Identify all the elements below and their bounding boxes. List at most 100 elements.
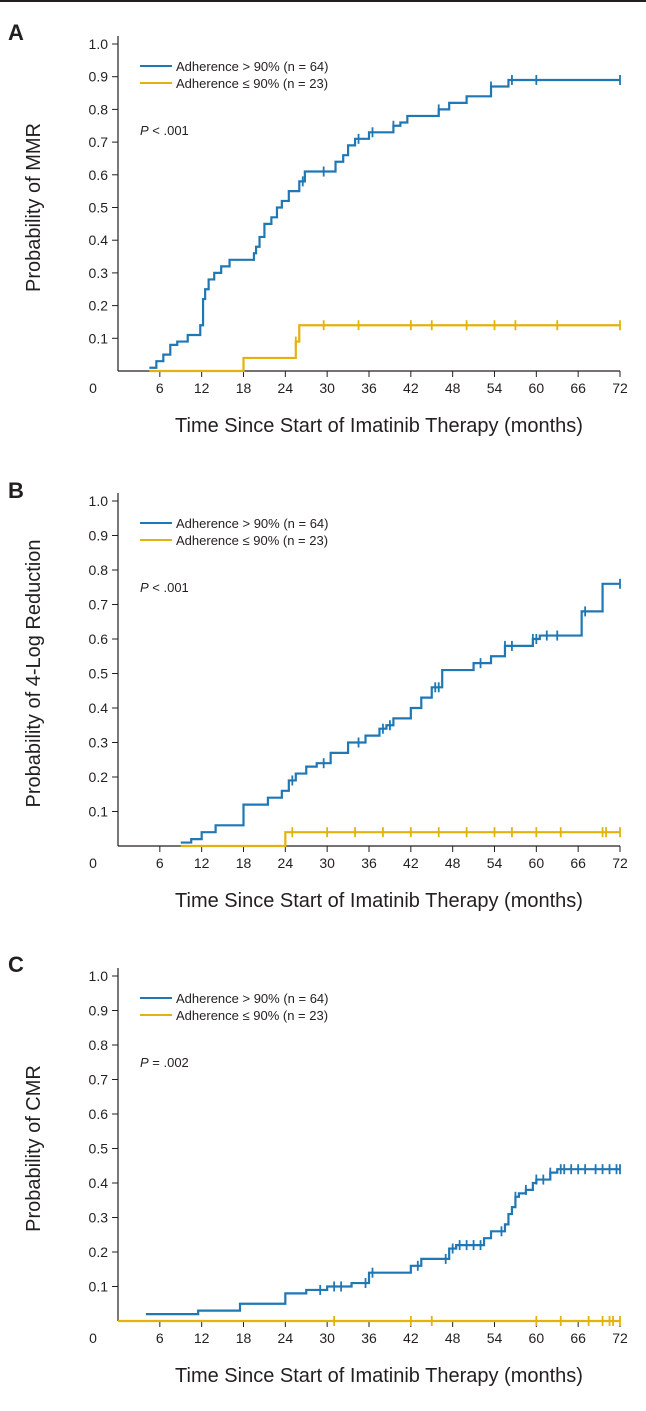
legend-label: Adherence > 90% (n = 64) xyxy=(176,516,329,531)
x-tick-label: 54 xyxy=(487,1330,503,1346)
y-tick-label: 0.5 xyxy=(89,666,109,682)
panel-b: B 1.0 0.9 0.8 0.7 0.6 0.5 0.4 0.3 0.2 0.1 0 6 12 18 24 3… xyxy=(8,478,628,912)
p-value-symbol: P xyxy=(140,123,149,138)
y-tick-label: 0.6 xyxy=(89,631,109,647)
y-axis-title: Probability of 4-Log Reduction xyxy=(23,540,45,808)
legend-label: Adherence ≤ 90% (n = 23) xyxy=(176,533,328,548)
x-tick-label: 66 xyxy=(570,855,586,871)
y-tick-label: 0.4 xyxy=(89,232,109,248)
x-tick-label: 24 xyxy=(278,380,294,396)
y-tick-label: 1.0 xyxy=(89,493,109,509)
p-value-annotation: P < .001 xyxy=(140,580,189,595)
panel-c: C 1.0 0.9 0.8 0.7 0.6 0.5 0.4 0.3 0.2 0.1 0 6 12 18 24 3… xyxy=(8,952,628,1387)
x-tick-label: 30 xyxy=(319,380,335,396)
x-tick-label: 0 xyxy=(89,1330,97,1346)
x-tick-label: 60 xyxy=(529,855,545,871)
x-tick-label: 30 xyxy=(319,855,335,871)
top-rule xyxy=(0,0,646,2)
x-axis-title: Time Since Start of Imatinib Therapy (mo… xyxy=(175,1365,583,1387)
x-tick-label: 12 xyxy=(194,380,210,396)
x-tick-label: 18 xyxy=(236,855,252,871)
x-tick-label: 24 xyxy=(278,1330,294,1346)
p-value-text: = .002 xyxy=(149,1055,189,1070)
p-value-text: < .001 xyxy=(149,580,189,595)
p-value-annotation: P < .001 xyxy=(140,123,189,138)
panel-letter: A xyxy=(8,20,24,45)
x-axis-title: Time Since Start of Imatinib Therapy (mo… xyxy=(175,415,583,437)
y-tick-label: 0.2 xyxy=(89,769,109,785)
p-value-annotation: P = .002 xyxy=(140,1055,189,1070)
y-tick-label: 0.7 xyxy=(89,1072,109,1088)
x-tick-label: 48 xyxy=(445,380,461,396)
y-tick-label: 0.5 xyxy=(89,1141,109,1157)
y-tick-label: 1.0 xyxy=(89,968,109,984)
y-tick-label: 0.2 xyxy=(89,1244,109,1260)
series-0 xyxy=(149,74,621,369)
x-tick-label: 72 xyxy=(612,1330,628,1346)
series-0 xyxy=(180,578,621,844)
x-tick-label: 54 xyxy=(487,855,503,871)
y-tick-label: 0.7 xyxy=(89,597,109,613)
y-tick-label: 0.1 xyxy=(89,1279,109,1295)
x-tick-label: 36 xyxy=(361,855,377,871)
x-tick-label: 30 xyxy=(319,1330,335,1346)
y-tick-label: 0.9 xyxy=(89,528,109,544)
x-tick-label: 6 xyxy=(156,855,164,871)
y-tick-label: 0.2 xyxy=(89,298,109,314)
series-line xyxy=(180,831,620,848)
x-tick-label: 0 xyxy=(89,380,97,396)
series-line xyxy=(149,78,620,369)
y-axis-title: Probability of MMR xyxy=(23,123,45,292)
x-tick-label: 0 xyxy=(89,855,97,871)
legend-label: Adherence ≤ 90% (n = 23) xyxy=(176,1008,328,1023)
y-tick-label: 0.3 xyxy=(89,265,109,281)
x-tick-label: 48 xyxy=(445,855,461,871)
series-line xyxy=(180,582,620,844)
y-tick-label: 0.8 xyxy=(89,562,109,578)
x-axis-title: Time Since Start of Imatinib Therapy (mo… xyxy=(175,890,583,912)
y-tick-label: 0.6 xyxy=(89,1106,109,1122)
y-tick-label: 0.9 xyxy=(89,69,109,85)
y-tick-label: 0.3 xyxy=(89,735,109,751)
x-tick-label: 54 xyxy=(487,380,503,396)
y-tick-label: 0.6 xyxy=(89,167,109,183)
p-value-symbol: P xyxy=(140,580,149,595)
x-tick-label: 12 xyxy=(194,855,210,871)
series-1 xyxy=(118,1316,621,1326)
series-1 xyxy=(149,320,621,373)
x-tick-label: 18 xyxy=(236,380,252,396)
y-tick-label: 0.1 xyxy=(89,804,109,820)
x-tick-label: 66 xyxy=(570,1330,586,1346)
x-tick-label: 24 xyxy=(278,855,294,871)
y-tick-label: 1.0 xyxy=(89,36,109,52)
x-tick-label: 12 xyxy=(194,1330,210,1346)
x-tick-label: 18 xyxy=(236,1330,252,1346)
y-tick-label: 0.8 xyxy=(89,101,109,117)
series-1 xyxy=(180,827,621,848)
x-tick-label: 42 xyxy=(403,1330,419,1346)
y-axis-title: Probability of CMR xyxy=(23,1065,45,1232)
panel-letter: B xyxy=(8,478,24,503)
series-0 xyxy=(145,1164,621,1316)
legend-label: Adherence ≤ 90% (n = 23) xyxy=(176,76,328,91)
x-tick-label: 42 xyxy=(403,380,419,396)
y-tick-label: 0.4 xyxy=(89,1175,109,1191)
x-tick-label: 48 xyxy=(445,1330,461,1346)
p-value-text: < .001 xyxy=(149,123,189,138)
x-tick-label: 36 xyxy=(361,1330,377,1346)
y-tick-label: 0.9 xyxy=(89,1003,109,1019)
y-tick-label: 0.7 xyxy=(89,134,109,150)
y-tick-label: 0.4 xyxy=(89,700,109,716)
legend-label: Adherence > 90% (n = 64) xyxy=(176,59,329,74)
legend-label: Adherence > 90% (n = 64) xyxy=(176,991,329,1006)
x-tick-label: 66 xyxy=(570,380,586,396)
y-tick-label: 0.5 xyxy=(89,200,109,216)
x-tick-label: 6 xyxy=(156,380,164,396)
x-tick-label: 60 xyxy=(529,380,545,396)
y-tick-label: 0.3 xyxy=(89,1210,109,1226)
panel-letter: C xyxy=(8,952,24,977)
x-tick-label: 42 xyxy=(403,855,419,871)
series-line xyxy=(145,1168,620,1316)
x-tick-label: 72 xyxy=(612,380,628,396)
